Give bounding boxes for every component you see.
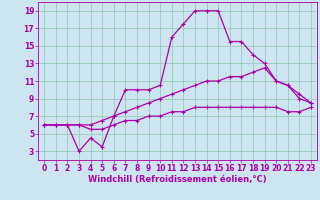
X-axis label: Windchill (Refroidissement éolien,°C): Windchill (Refroidissement éolien,°C) — [88, 175, 267, 184]
